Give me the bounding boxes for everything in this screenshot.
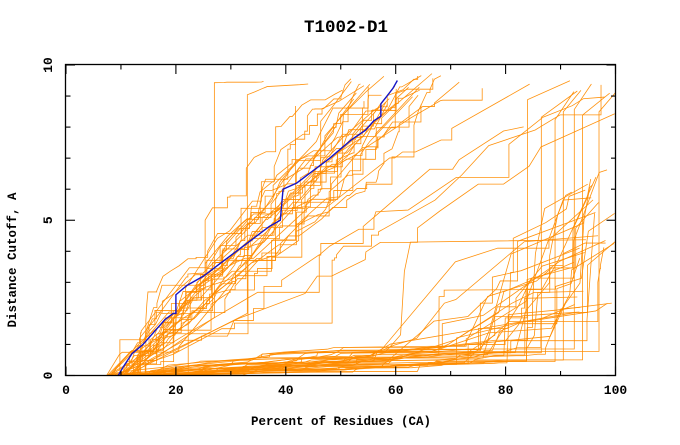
svg-text:40: 40 [278, 383, 294, 398]
svg-text:0: 0 [41, 371, 56, 379]
svg-text:80: 80 [498, 383, 514, 398]
svg-text:T1002-D1: T1002-D1 [304, 18, 388, 38]
svg-text:10: 10 [41, 57, 56, 73]
svg-text:60: 60 [388, 383, 404, 398]
svg-text:5: 5 [41, 216, 56, 224]
svg-text:100: 100 [604, 383, 628, 398]
svg-text:Percent of Residues (CA): Percent of Residues (CA) [251, 415, 431, 429]
svg-text:Distance Cutoff, A: Distance Cutoff, A [6, 192, 20, 328]
svg-text:0: 0 [62, 383, 70, 398]
svg-text:20: 20 [168, 383, 184, 398]
